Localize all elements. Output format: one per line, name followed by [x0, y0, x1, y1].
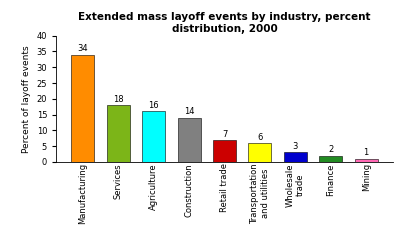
Text: 1: 1 — [364, 149, 369, 157]
Text: 7: 7 — [222, 129, 227, 139]
Bar — [319, 156, 342, 162]
Bar — [249, 143, 271, 162]
Text: 18: 18 — [113, 95, 124, 104]
Text: 14: 14 — [184, 107, 194, 116]
Title: Extended mass layoff events by industry, percent
distribution, 2000: Extended mass layoff events by industry,… — [78, 12, 371, 34]
Bar — [284, 152, 307, 162]
Text: 16: 16 — [148, 101, 159, 110]
Bar — [354, 159, 378, 162]
Text: 2: 2 — [328, 145, 333, 154]
Bar — [142, 111, 165, 162]
Text: 3: 3 — [293, 142, 298, 151]
Bar — [107, 105, 130, 162]
Bar — [71, 55, 95, 162]
Text: 34: 34 — [78, 44, 88, 53]
Y-axis label: Percent of layoff events: Percent of layoff events — [22, 45, 31, 153]
Bar — [213, 140, 236, 162]
Bar — [178, 118, 200, 162]
Text: 6: 6 — [257, 133, 263, 142]
